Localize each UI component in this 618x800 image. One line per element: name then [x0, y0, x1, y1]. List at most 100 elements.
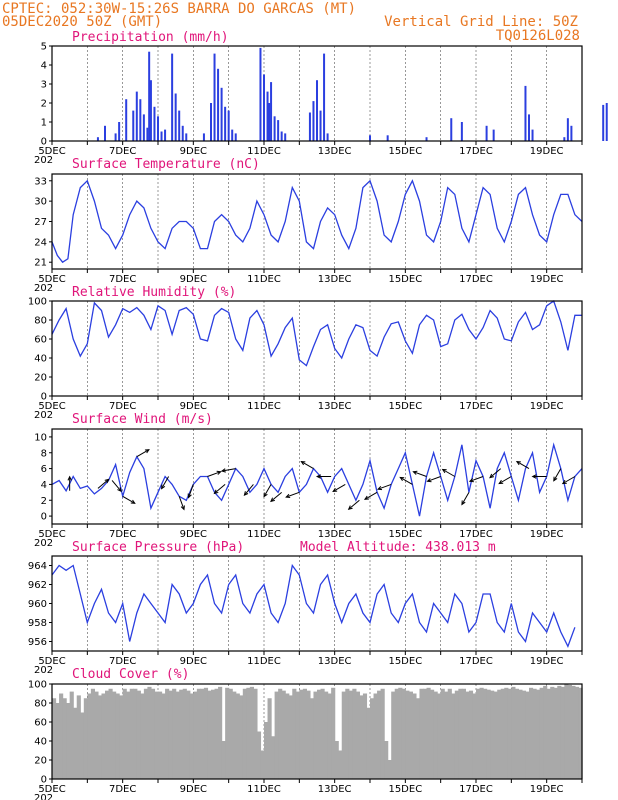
precipitation-x-tick-label: 9DEC [180, 146, 207, 157]
cloud-bar [94, 691, 99, 779]
wind-arrow-head [489, 473, 495, 479]
wind-arrow-head [263, 492, 268, 498]
cloud-cover-x-tick-label: 19DEC [530, 784, 564, 795]
wind-arrow-head [117, 487, 122, 493]
pressure-x-tick-label: 19DEC [530, 656, 564, 667]
wind-arrow [377, 483, 392, 490]
cloud-bar [366, 707, 371, 779]
cloud-bar [214, 688, 219, 779]
cloud-bar [235, 693, 240, 779]
humidity-y-tick-label: 0 [41, 392, 47, 403]
wind-arrow [469, 476, 484, 482]
wind-x-tick-label: 9DEC [180, 529, 207, 540]
wind-arrow-head [553, 476, 558, 482]
wind-arrow-head [531, 474, 537, 479]
cloud-bar [221, 741, 226, 779]
humidity-y-tick-label: 60 [34, 335, 47, 346]
wind-arrow [516, 461, 530, 470]
header-grid-line: Vertical Grid Line: 50Z [384, 14, 578, 30]
wind-arrow [221, 468, 236, 472]
cloud-bar [426, 687, 431, 779]
cloud-bar [232, 691, 237, 779]
cloud-bar [380, 688, 385, 779]
temperature-x-tick-label: 5DEC [38, 274, 65, 285]
wind-arrow [214, 484, 226, 494]
plot-area: 0 1 2 3 4 5 5DEC 7DEC 9DEC 11DEC 13DEC 15DEC 17DEC 19… [28, 42, 608, 800]
cloud-bar [189, 693, 194, 779]
panel-title-cloud-cover: Cloud Cover (%) [72, 667, 189, 682]
cloud-cover-y-tick-label: 20 [34, 756, 47, 767]
precipitation-y-tick-label: 4 [41, 61, 47, 72]
cloud-bar [179, 689, 184, 779]
cloud-bar [387, 760, 392, 779]
humidity-y-tick-label: 40 [34, 354, 47, 365]
cloud-bar [331, 687, 336, 779]
cloud-bar [90, 688, 95, 779]
cloud-bar [278, 688, 283, 779]
cloud-bar [66, 703, 71, 779]
cloud-bar [532, 688, 537, 779]
wind-y-tick-label: 0 [41, 512, 47, 523]
cloud-bar [140, 693, 145, 779]
precipitation-x-tick-label: 17DEC [459, 146, 493, 157]
cloud-cover-x-tick-label: 7DEC [109, 784, 136, 795]
precip-bar [160, 131, 163, 141]
wind-arrow-head [67, 475, 72, 481]
cloud-bar [249, 686, 254, 779]
precip-bar [153, 106, 156, 141]
cloud-bar [267, 698, 272, 779]
wind-x-tick-label: 13DEC [318, 529, 352, 540]
wind-x-tick-label: 19DEC [530, 529, 564, 540]
wind-arrow [400, 476, 413, 485]
temperature-y-tick-label: 27 [34, 217, 47, 228]
cloud-bar [101, 693, 106, 779]
precip-bar [425, 137, 428, 141]
humidity-x-tick-label: 13DEC [318, 401, 352, 412]
cloud-bar [564, 684, 569, 779]
wind-arrow [562, 476, 576, 484]
wind-arrow [442, 469, 456, 477]
header-location: CPTEC: 052:30W-15:26S BARRA DO GARCAS (M… [2, 1, 356, 17]
wind-arrow-head [213, 489, 219, 495]
precip-bar [563, 137, 566, 141]
pressure-y-tick-label: 960 [28, 599, 47, 610]
wind-arrow-head [399, 476, 405, 482]
precip-bar [268, 103, 271, 141]
humidity-x-tick-label: 11DEC [247, 401, 281, 412]
cloud-bar [500, 688, 505, 779]
cloud-cover-x-tick-label: 5DEC [38, 784, 65, 795]
wind-arrow-head [300, 461, 306, 466]
precip-bar [570, 125, 573, 141]
cloud-bar [539, 687, 544, 779]
panel-title-humidity: Relative Humidity (%) [72, 285, 236, 300]
cloud-bar [218, 686, 223, 779]
cloud-bar [147, 686, 152, 779]
cloud-bar [525, 691, 530, 779]
cloud-cover-y-tick-label: 40 [34, 737, 47, 748]
pressure-x-tick-label: 13DEC [318, 656, 352, 667]
cloud-bar [345, 688, 350, 779]
precipitation-x-tick-label: 11DEC [247, 146, 281, 157]
pressure-y-tick-label: 964 [28, 561, 47, 572]
cloud-bar [182, 688, 187, 779]
temperature-x-tick-label: 15DEC [388, 274, 422, 285]
precipitation-x-tick-label: 7DEC [109, 146, 136, 157]
cloud-bar [242, 688, 247, 779]
cloud-bar [394, 688, 399, 779]
cloud-bar [437, 693, 442, 779]
cloud-bar [405, 690, 410, 779]
wind-arrow [136, 449, 150, 458]
wind-arrow-head [441, 468, 447, 474]
wind-arrow-head [285, 493, 291, 499]
cloud-bar [76, 695, 81, 779]
humidity-y-tick-label: 100 [28, 297, 47, 308]
humidity-y-tick-label: 20 [34, 373, 47, 384]
precip-bar [234, 133, 237, 141]
humidity-x-tick-label: 5DEC [38, 401, 65, 412]
wind-arrow-head [332, 487, 338, 492]
cloud-bar [341, 691, 346, 779]
wind-arrow-head [498, 479, 504, 485]
cloud-bar [444, 691, 449, 779]
precip-bar [280, 131, 283, 141]
cloud-cover-x-corner-label: 202 [34, 793, 53, 800]
